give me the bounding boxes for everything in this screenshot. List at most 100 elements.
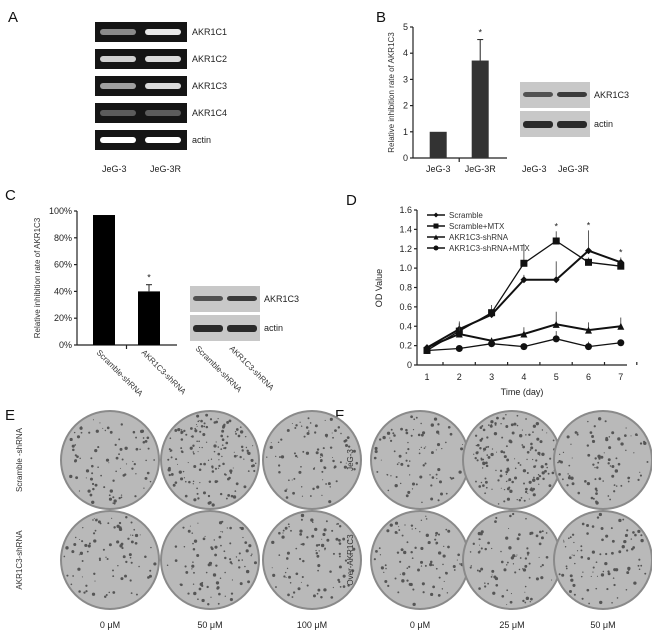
colony [221,444,224,447]
colony [407,441,409,444]
colony [493,575,497,579]
colony [592,571,594,573]
colony [503,568,507,572]
colony [567,537,570,540]
row-label: Scramble -shRNA [15,427,24,492]
colony [349,554,352,556]
colony [539,454,541,456]
colony [544,469,547,473]
colony [297,456,299,458]
colony [93,518,95,520]
colony [196,440,198,443]
y-tick-label: 4 [403,48,408,58]
colony [499,474,503,478]
colony [200,424,204,428]
colony [177,463,179,465]
colony [607,462,610,465]
colony [565,565,568,568]
colony [187,592,190,595]
colony [501,436,504,439]
colony [460,447,464,451]
colony [526,551,530,555]
colony [524,564,528,568]
colony [487,541,490,545]
colony [205,425,209,429]
colony [121,458,124,461]
colony [544,462,548,466]
colony [338,565,342,569]
colony [250,458,254,462]
colony [621,545,625,549]
plate-dish [60,510,160,610]
colony [235,432,238,435]
colony [374,446,378,451]
colony [216,480,219,483]
colony [123,473,127,476]
colony [237,559,240,562]
colony [398,462,400,464]
colony [85,590,88,593]
colony [570,476,574,480]
colony [309,422,312,424]
colony [133,528,136,531]
colony [430,484,433,487]
colony [435,534,437,537]
colony [174,559,178,563]
colony [322,532,326,536]
colony [405,428,408,432]
colony [482,447,487,451]
colony [325,520,328,523]
colony [435,543,437,545]
colony [71,444,75,448]
colony [562,451,565,454]
colony [238,552,241,555]
colony [233,451,235,453]
colony [395,475,398,478]
colony [199,462,203,466]
colony [172,483,176,487]
colony [443,545,445,548]
x-axis-label: Time (day) [501,387,544,397]
colony [230,592,234,595]
colony [589,431,593,434]
colony [537,451,541,455]
colony [423,447,426,449]
colony [233,454,237,458]
colony [505,536,509,540]
marker-circle [520,343,528,351]
colony [506,561,509,564]
colony [436,443,441,447]
colony [532,478,536,482]
colony [78,590,81,593]
colony [252,445,254,447]
colony [153,562,157,566]
blot-label: AKR1C3 [594,90,629,100]
legend-label: Scramble+MTX [449,222,505,231]
colony [207,501,211,505]
colony [229,597,233,602]
colony [286,567,289,570]
gel-band [100,29,136,35]
colony [529,488,533,491]
colony [447,545,450,549]
colony [577,491,581,495]
colony [571,533,575,536]
colony [494,520,497,524]
y-tick-label: 2 [403,101,408,111]
colony [74,444,77,446]
colony [135,473,137,475]
colony [484,547,487,551]
colony [338,580,341,583]
colony [135,436,137,439]
colony [204,535,206,538]
colony [492,591,496,595]
colony [327,482,331,486]
colony [342,574,346,578]
colony [520,497,523,499]
colony [443,580,445,583]
panel-label-e: E [5,407,15,424]
colony [506,458,510,462]
colony [198,468,202,472]
plate-dish [262,510,362,610]
colony [121,546,124,550]
